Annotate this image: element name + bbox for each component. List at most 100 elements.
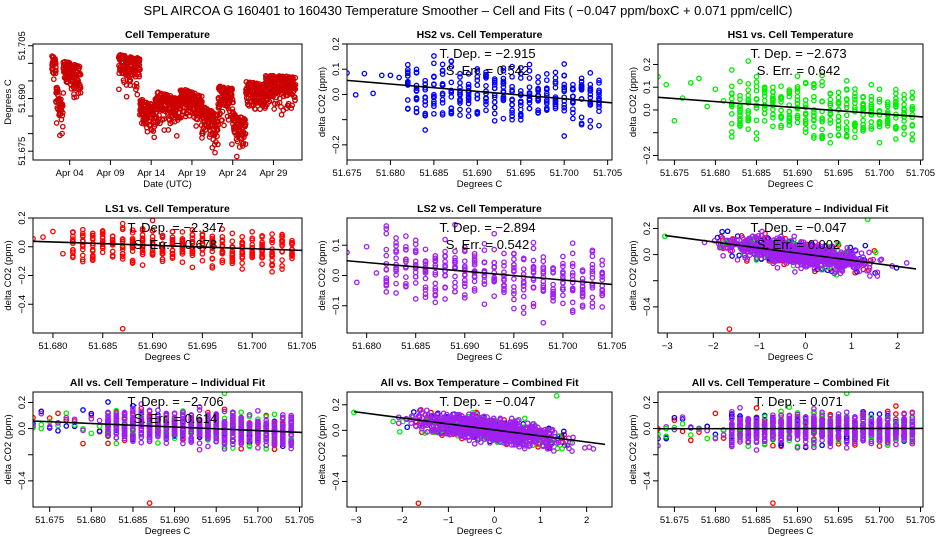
x-axis-label: Degrees C bbox=[457, 179, 503, 190]
data-point bbox=[561, 81, 568, 88]
data-point bbox=[113, 430, 120, 437]
data-point bbox=[569, 250, 576, 257]
data-point bbox=[169, 247, 176, 254]
data-point bbox=[596, 87, 602, 94]
x-tick-label: 51.680 bbox=[701, 168, 730, 179]
data-point bbox=[292, 97, 298, 103]
data-point bbox=[180, 409, 186, 416]
data-point bbox=[827, 110, 834, 117]
data-point bbox=[509, 73, 515, 80]
data-point bbox=[884, 110, 891, 117]
data-point bbox=[137, 66, 143, 72]
data-point bbox=[149, 250, 156, 257]
data-point bbox=[121, 426, 128, 432]
data-point bbox=[511, 276, 517, 282]
y-axis-label: delta CO2 (ppm) bbox=[628, 67, 639, 137]
data-point bbox=[279, 257, 285, 263]
data-point bbox=[130, 416, 136, 423]
data-point bbox=[59, 123, 66, 130]
data-point bbox=[843, 252, 850, 259]
data-point bbox=[113, 410, 120, 417]
y-axis-label: delta CO2 (ppm) bbox=[317, 67, 328, 137]
panel-all-box-combined: All vs. Box Temperature – Combined Fit−3… bbox=[317, 377, 613, 537]
data-point bbox=[474, 95, 481, 102]
data-point bbox=[819, 72, 825, 79]
data-point bbox=[393, 272, 399, 278]
data-point bbox=[448, 94, 455, 100]
data-point bbox=[196, 421, 203, 428]
data-point bbox=[163, 411, 170, 418]
data-point bbox=[461, 292, 468, 298]
panel-title: HS1 vs. Cell Temperature bbox=[728, 29, 854, 41]
data-point bbox=[587, 85, 594, 92]
data-point bbox=[901, 91, 907, 98]
data-point bbox=[129, 248, 136, 255]
data-point bbox=[540, 319, 547, 326]
data-point bbox=[439, 82, 446, 89]
data-point bbox=[843, 132, 850, 139]
data-point bbox=[271, 100, 278, 107]
data-point bbox=[786, 108, 793, 115]
data-point bbox=[269, 231, 275, 237]
data-point bbox=[491, 79, 498, 86]
data-point bbox=[540, 268, 547, 275]
x-tick-label: 51.695 bbox=[188, 341, 217, 352]
data-point bbox=[745, 100, 752, 106]
data-point bbox=[448, 63, 455, 70]
data-point bbox=[862, 242, 869, 249]
data-point bbox=[578, 75, 585, 82]
data-point bbox=[136, 73, 143, 80]
data-point bbox=[230, 414, 236, 421]
data-point bbox=[774, 264, 781, 271]
data-point bbox=[569, 270, 576, 276]
data-point bbox=[196, 407, 203, 413]
data-point bbox=[802, 97, 809, 103]
data-point bbox=[526, 67, 533, 74]
x-tick-label: 1 bbox=[849, 341, 854, 352]
data-point bbox=[471, 278, 478, 285]
data-point bbox=[770, 99, 776, 106]
data-point bbox=[500, 80, 507, 87]
data-point bbox=[55, 427, 61, 434]
y-tick-label: −0.4 bbox=[17, 471, 28, 490]
panel-title: All vs. Box Temperature – Individual Fit bbox=[693, 203, 889, 215]
data-point bbox=[215, 141, 221, 148]
data-point bbox=[835, 131, 842, 138]
data-point bbox=[352, 91, 359, 98]
data-point bbox=[146, 500, 153, 506]
data-point bbox=[461, 283, 468, 290]
data-point bbox=[89, 253, 96, 260]
data-point bbox=[535, 79, 541, 86]
data-point bbox=[96, 423, 103, 430]
x-tick-label: Apr 29 bbox=[259, 168, 287, 179]
data-point bbox=[579, 284, 586, 290]
data-point bbox=[884, 101, 891, 108]
data-point bbox=[483, 73, 489, 80]
data-point bbox=[827, 91, 834, 97]
data-point bbox=[452, 260, 458, 266]
data-point bbox=[596, 80, 602, 86]
data-point bbox=[413, 94, 420, 101]
data-point bbox=[259, 239, 265, 246]
data-point bbox=[802, 117, 809, 123]
data-point bbox=[540, 266, 547, 272]
data-point bbox=[811, 94, 817, 100]
data-point bbox=[431, 53, 437, 59]
data-point bbox=[728, 67, 735, 73]
data-point bbox=[811, 123, 817, 130]
data-point bbox=[876, 96, 883, 103]
data-point bbox=[794, 100, 801, 107]
data-point bbox=[530, 257, 537, 264]
data-point bbox=[560, 300, 566, 307]
data-point bbox=[491, 230, 498, 237]
data-point bbox=[347, 70, 350, 76]
data-point bbox=[279, 266, 285, 272]
data-point bbox=[851, 264, 858, 271]
data-point bbox=[465, 100, 472, 107]
data-point bbox=[130, 402, 136, 409]
data-point bbox=[560, 273, 566, 280]
data-point bbox=[587, 87, 594, 94]
data-point bbox=[736, 252, 743, 259]
data-point bbox=[805, 248, 812, 255]
